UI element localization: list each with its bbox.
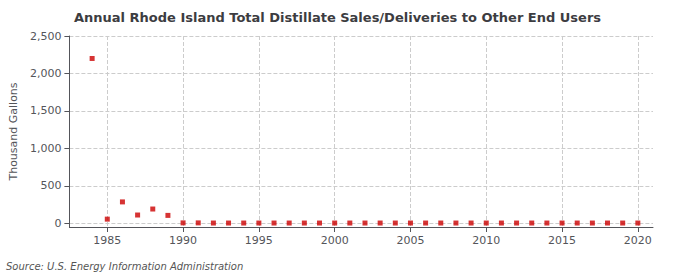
svg-text:Source: U.S. Energy Informatio: Source: U.S. Energy Information Administ… (6, 261, 243, 272)
svg-text:2005: 2005 (396, 234, 424, 247)
svg-text:1,000: 1,000 (30, 142, 62, 155)
svg-text:2000: 2000 (321, 234, 349, 247)
svg-text:1995: 1995 (245, 234, 273, 247)
svg-text:2,000: 2,000 (30, 67, 62, 80)
svg-text:2,500: 2,500 (30, 30, 62, 43)
svg-text:Thousand Gallons: Thousand Gallons (7, 82, 20, 181)
svg-text:1985: 1985 (93, 234, 121, 247)
svg-text:500: 500 (40, 179, 61, 192)
svg-text:2020: 2020 (624, 234, 652, 247)
svg-text:1,500: 1,500 (30, 104, 62, 117)
svg-text:2015: 2015 (548, 234, 576, 247)
svg-text:Annual Rhode Island Total Dist: Annual Rhode Island Total Distillate Sal… (74, 10, 601, 25)
svg-text:1990: 1990 (169, 234, 197, 247)
svg-text:0: 0 (54, 217, 61, 230)
svg-text:2010: 2010 (472, 234, 500, 247)
